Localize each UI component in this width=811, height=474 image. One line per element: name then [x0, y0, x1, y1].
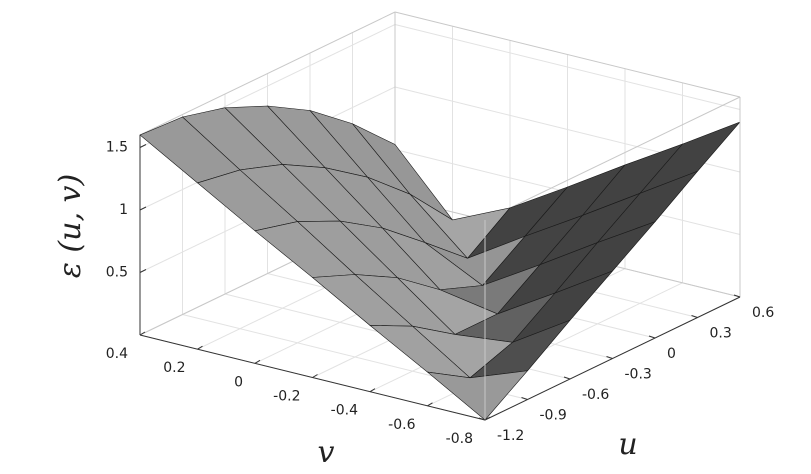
u-tick-label: 0.6 — [752, 305, 774, 321]
v-tick — [197, 345, 203, 350]
z-tick — [139, 206, 147, 211]
v-tick-label: -0.4 — [331, 403, 358, 419]
u-tick — [733, 294, 741, 298]
v-tick-label: 0.2 — [163, 360, 185, 376]
box-edge — [139, 11, 396, 136]
v-tick — [254, 359, 261, 364]
v-tick — [139, 331, 146, 336]
v-tick-label: -0.6 — [388, 417, 415, 433]
u-tick-label: -0.3 — [625, 367, 652, 383]
z-tick-label: 1.5 — [106, 140, 128, 156]
u-tick-label: 0.3 — [710, 326, 732, 342]
surface-patch — [426, 370, 529, 421]
box-edge — [484, 96, 741, 221]
v-tick — [369, 388, 376, 393]
u-tick — [478, 417, 486, 421]
v-tick-label: 0.4 — [106, 346, 128, 362]
v-axis-label: v — [318, 435, 335, 470]
u-tick — [521, 397, 528, 400]
u-tick — [648, 335, 656, 339]
u-tick-label: -1.2 — [497, 428, 524, 444]
z-axis-label: ε (u, v) — [53, 174, 88, 278]
u-tick — [606, 356, 613, 359]
z-tick — [139, 144, 147, 148]
v-tick — [427, 402, 433, 407]
u-tick — [691, 315, 698, 318]
v-tick-label: -0.2 — [273, 389, 300, 405]
u-tick-label: -0.6 — [582, 387, 609, 403]
box-edge — [394, 11, 741, 98]
v-tick — [484, 416, 491, 421]
surface — [139, 105, 741, 421]
z-tick-label: 0.5 — [106, 265, 128, 281]
v-tick-label: -0.8 — [446, 431, 473, 447]
z-tick — [139, 269, 147, 273]
axes-front: 0.5 1 1.5 -0.8 -0.6 -0.4 -0.2 0 0.2 0.4 -1.2 -0.9 -0… — [106, 97, 774, 447]
v-tick-label: 0 — [234, 374, 243, 390]
u-axis-label: u — [618, 427, 637, 462]
v-tick — [312, 374, 318, 378]
z-tick-label: 1 — [119, 202, 128, 218]
u-tick-label: 0 — [667, 346, 676, 362]
u-tick-label: -0.9 — [540, 408, 567, 424]
u-tick — [563, 376, 571, 380]
